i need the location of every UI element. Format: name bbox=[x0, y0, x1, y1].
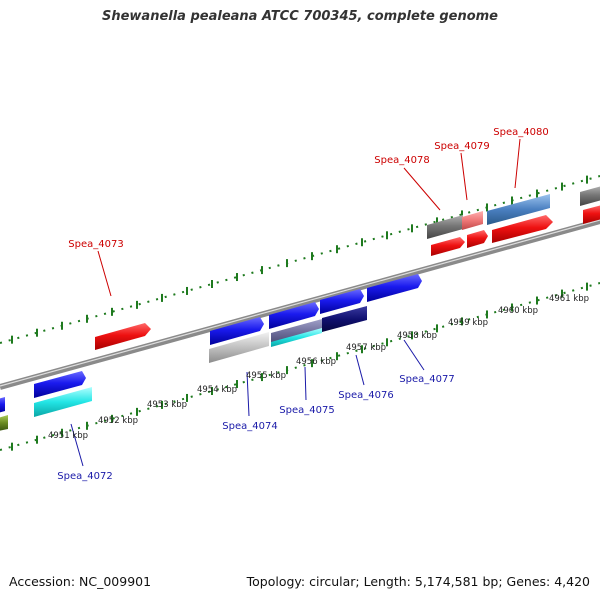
gene-cyan-box[interactable] bbox=[34, 387, 92, 417]
gene-steel-box[interactable] bbox=[487, 194, 550, 225]
gene-blue-arrow[interactable] bbox=[320, 289, 364, 314]
genome-summary-text: Topology: circular; Length: 5,174,581 bp… bbox=[246, 574, 590, 589]
scale-label: 4955 kbp bbox=[246, 371, 286, 381]
forward-features bbox=[95, 186, 600, 350]
gene-label[interactable]: Spea_4074 bbox=[222, 421, 277, 432]
gene-red-arrow[interactable] bbox=[95, 323, 151, 350]
gene-label[interactable]: Spea_4080 bbox=[493, 127, 548, 138]
gene-red-arrow[interactable] bbox=[431, 237, 465, 256]
gene-red-arrow[interactable] bbox=[492, 215, 553, 243]
genome-backbone-highlight bbox=[0, 219, 600, 387]
gene-pink-box[interactable] bbox=[462, 211, 483, 230]
scale-label: 4957 kbp bbox=[346, 343, 386, 353]
gene-silver-box[interactable] bbox=[209, 332, 269, 363]
scale-label: 4952 kbp bbox=[98, 416, 138, 426]
gene-label[interactable]: Spea_4076 bbox=[338, 390, 393, 401]
scale-label: 4956 kbp bbox=[296, 357, 336, 367]
gene-blue-arrow[interactable] bbox=[269, 302, 319, 329]
leader-line bbox=[70, 423, 84, 467]
gene-olive-box[interactable] bbox=[0, 415, 8, 431]
leader-line bbox=[97, 250, 112, 297]
scale-label: 4959 kbp bbox=[448, 318, 488, 328]
scale-label: 4954 kbp bbox=[197, 385, 237, 395]
leader-line bbox=[403, 339, 425, 371]
gene-red-arrow[interactable] bbox=[467, 230, 488, 248]
accession-text: Accession: NC_009901 bbox=[9, 574, 152, 589]
major-ticks bbox=[11, 175, 588, 451]
gene-gray-box[interactable] bbox=[580, 186, 600, 206]
gene-navy-box[interactable] bbox=[322, 306, 367, 332]
gene-blue-arrow[interactable] bbox=[367, 274, 422, 302]
genome-backbone bbox=[0, 218, 600, 390]
gene-cyan-strip[interactable] bbox=[271, 328, 322, 347]
map-title: Shewanella pealeana ATCC 700345, complet… bbox=[101, 9, 498, 24]
scale-label: 4961 kbp bbox=[549, 294, 589, 304]
scale-labels: 4951 kbp 4952 kbp 4953 kbp 4954 kbp 4955… bbox=[48, 294, 589, 441]
scale-label: 4960 kbp bbox=[498, 306, 538, 316]
gene-label[interactable]: Spea_4079 bbox=[434, 141, 489, 152]
gene-gray-box[interactable] bbox=[427, 215, 463, 239]
leader-line bbox=[460, 152, 468, 201]
gene-blue-arrow[interactable] bbox=[34, 371, 86, 398]
gene-blue-arrow[interactable] bbox=[0, 397, 5, 413]
gene-label[interactable]: Spea_4078 bbox=[374, 155, 429, 166]
leader-line bbox=[246, 371, 250, 417]
scale-label: 4953 kbp bbox=[147, 400, 187, 410]
leader-line bbox=[355, 354, 365, 386]
leader-line bbox=[304, 366, 307, 401]
leader-line bbox=[403, 167, 441, 211]
gene-label[interactable]: Spea_4077 bbox=[399, 374, 454, 385]
leader-line bbox=[514, 138, 521, 189]
gene-blue-arrow[interactable] bbox=[210, 317, 264, 345]
reverse-features bbox=[0, 274, 422, 431]
gene-label[interactable]: Spea_4075 bbox=[279, 405, 334, 416]
gene-red-arrow[interactable] bbox=[583, 205, 600, 224]
gene-label[interactable]: Spea_4072 bbox=[57, 471, 112, 482]
gene-labels: Spea_4072 Spea_4073 Spea_4074 Spea_4075 … bbox=[57, 127, 548, 482]
scale-label: 4951 kbp bbox=[48, 431, 88, 441]
scale-label: 4958 kbp bbox=[397, 331, 437, 341]
gene-label[interactable]: Spea_4073 bbox=[68, 239, 123, 250]
gene-label-leaders bbox=[70, 138, 521, 467]
